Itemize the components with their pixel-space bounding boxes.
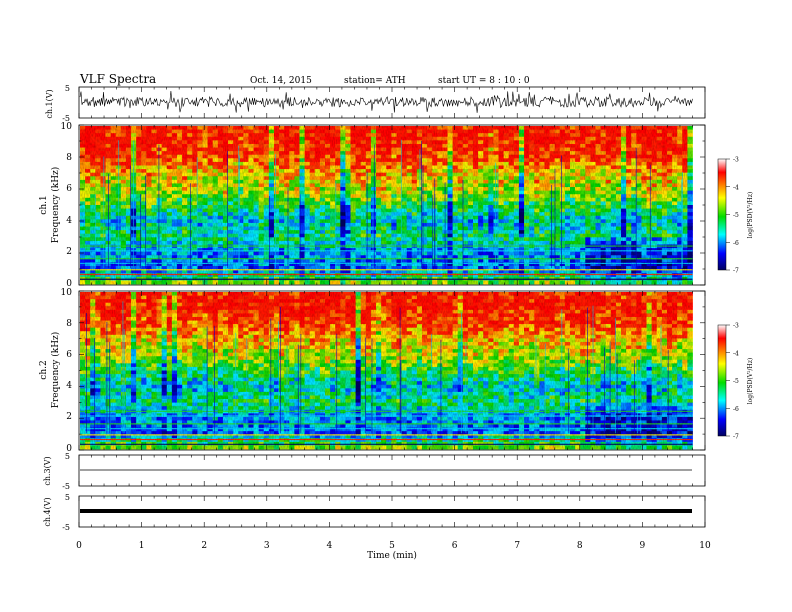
ch1-ytick-10: 10 [61,122,73,132]
ch1-waveform-trace [79,90,693,113]
ch2-ytick-2: 2 [66,412,72,422]
figure-title: VLF Spectra [79,72,156,86]
ch4-waveform-panel: ch.4(V) 5 -5 [43,493,706,532]
x-tick-label: 0 [76,541,82,551]
date-label: Oct. 14, 2015 [250,76,312,86]
colorbar-tick-label: -6 [733,406,739,413]
ch2-ytick-4: 4 [66,381,72,391]
ch2-spec-ylabel-channel: ch.2 [39,360,49,379]
x-tick-label: 3 [264,541,270,551]
ch4-wave-ytick-bottom: -5 [62,523,70,532]
colorbar-tick-label: -4 [733,350,739,357]
ch4-wave-ylabel: ch.4(V) [43,497,52,526]
ch3-waveform-panel: ch.3(V) 5 -5 [43,452,706,491]
ch1-ytick-2: 2 [66,247,72,257]
ch2-ytick-6: 6 [66,350,72,360]
colorbar-tick-label: -5 [733,212,739,219]
x-tick-label: 6 [452,541,458,551]
ch4-waveform-trace [80,509,692,513]
x-tick-label: 2 [201,541,207,551]
colorbar-tick-label: -7 [733,268,739,275]
ch1-wave-ytick-bottom: -5 [62,114,70,123]
x-tick-label: 1 [139,541,145,551]
ch1-ytick-8: 8 [66,153,72,163]
ch2-ytick-0: 0 [66,444,72,454]
ch1-ytick-4: 4 [66,216,72,226]
ch2-colorbar-label: log(PSD(V²/Hz) [747,358,754,405]
time-axis-ticks [78,87,706,527]
colorbar-tick-label: -6 [733,240,739,247]
x-axis-label: Time (min) [367,550,417,561]
ch1-spectrogram-panel: ch.1 Frequency (kHz) 10 8 6 4 2 0 [39,122,706,289]
x-tick-label: 7 [514,541,520,551]
colorbar-tick-label: -7 [733,434,739,441]
x-tick-label: 10 [699,541,711,551]
ch2-spec-ylabel-frequency: Frequency (kHz) [50,332,61,409]
ch2-ytick-10: 10 [61,288,73,298]
x-tick-label: 4 [327,541,333,551]
colorbar-tick-label: -3 [733,323,739,330]
x-tick-label: 9 [640,541,646,551]
ch4-wave-ytick-top: 5 [65,493,70,502]
ch2-colorbar: -3 -4 -5 -6 -7 log(PSD(V²/Hz) [717,323,754,441]
ch3-wave-ylabel: ch.3(V) [43,456,52,485]
ch1-ytick-6: 6 [66,184,72,194]
ch1-spec-ylabel-channel: ch.1 [39,195,49,214]
colorbar-tick-label: -5 [733,378,739,385]
ch3-wave-ytick-bottom: -5 [62,482,70,491]
time-axis-tick-labels: 0 1 2 3 4 5 6 7 8 9 10 [76,541,711,551]
ch2-ytick-8: 8 [66,319,72,329]
ch1-waveform-line [79,90,693,113]
x-tick-label: 8 [577,541,583,551]
ch1-wave-ylabel: ch.1(V) [45,89,54,118]
station-label: station= ATH [344,76,406,86]
ch1-waveform-panel: ch.1(V) 5 -5 [45,84,706,123]
ch1-colorbar: -3 -4 -5 -6 -7 log(PSD(V²/Hz) [717,157,754,275]
ch1-spec-ylabel-frequency: Frequency (kHz) [50,167,61,244]
ch3-wave-ytick-top: 5 [65,452,70,461]
colorbar-tick-label: -3 [733,157,739,164]
start-time-label: start UT = 8 : 10 : 0 [438,76,530,86]
ch1-wave-ytick-top: 5 [65,84,70,93]
ch1-colorbar-label: log(PSD(V²/Hz) [747,192,754,239]
ch1-ytick-0: 0 [66,279,72,289]
ch2-spectrogram-panel: ch.2 Frequency (kHz) 10 8 6 4 2 0 [39,288,706,454]
colorbar-tick-label: -4 [733,184,739,191]
x-tick-label: 5 [389,541,395,551]
